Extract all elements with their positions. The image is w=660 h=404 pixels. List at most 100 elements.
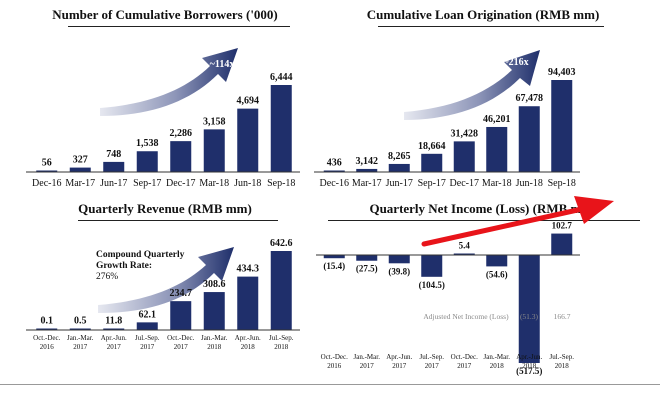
net-income-bar <box>388 255 410 264</box>
loans-bar <box>453 141 475 172</box>
revenue-value-label: 0.1 <box>41 316 54 327</box>
revenue-value-label: 642.6 <box>270 238 293 249</box>
borrowers-bar <box>136 151 158 172</box>
net-income-value-label: 5.4 <box>459 241 471 251</box>
loans-bar <box>486 126 508 172</box>
revenue-tick-year: 2017 <box>140 343 155 351</box>
borrowers-tick-label: Dec-16 <box>32 178 61 189</box>
loans-bar <box>356 168 378 172</box>
revenue-tick-year: 2017 <box>174 343 189 351</box>
revenue-title-underline <box>78 220 278 221</box>
loans-bar <box>323 170 345 172</box>
revenue-bar <box>69 328 91 330</box>
net-income-bar <box>518 255 540 363</box>
net-income-value-label: 102.7 <box>552 221 573 231</box>
loans-value-label: 31,428 <box>451 128 479 139</box>
borrowers-growth-arrow <box>100 48 238 116</box>
revenue-tick-label: Jan.-Mar. <box>67 334 94 342</box>
borrowers-tick-label: Jun-17 <box>100 178 127 189</box>
revenue-value-label: 234.7 <box>170 288 193 299</box>
borrowers-chart: ~114x 56 Dec-16 327 Mar-17 748 Jun-17 1,538 Sep-… <box>26 48 300 189</box>
borrowers-arrow-label: ~114x <box>210 59 235 70</box>
revenue-value-label: 62.1 <box>139 309 157 320</box>
revenue-bar <box>36 328 58 330</box>
loans-bar <box>421 153 443 172</box>
net-income-bar <box>551 233 573 255</box>
loans-value-label: 67,478 <box>516 93 544 104</box>
borrowers-tick-label: Mar-17 <box>65 178 95 189</box>
loans-value-label: 8,265 <box>388 151 411 162</box>
borrowers-chart-title: Number of Cumulative Borrowers ('000) <box>52 7 278 22</box>
revenue-chart-title: Quarterly Revenue (RMB mm) <box>78 201 252 216</box>
revenue-bar <box>136 322 158 330</box>
borrowers-tick-label: Jun-18 <box>234 178 261 189</box>
bottom-rule <box>0 384 660 385</box>
revenue-tick-label: Oct.-Dec. <box>33 334 60 342</box>
revenue-value-label: 0.5 <box>74 316 87 327</box>
revenue-bar <box>237 276 259 330</box>
net-income-tick-year: 2017 <box>360 362 375 370</box>
net-income-bar <box>356 255 378 261</box>
net-income-value-label: (54.6) <box>486 269 508 279</box>
borrowers-value-label: 748 <box>106 149 121 160</box>
revenue-cqgr-annotation: 276% <box>96 272 118 282</box>
net-income-tick-year: 2017 <box>425 362 440 370</box>
revenue-growth-arrow <box>98 247 234 313</box>
net-income-value-label: (39.8) <box>388 266 410 276</box>
loans-value-label: 46,201 <box>483 114 511 125</box>
revenue-bar <box>270 251 292 330</box>
net-income-bar <box>486 255 508 267</box>
loans-chart-panel: Cumulative Loan Origination (RMB mm) ~21… <box>314 0 648 195</box>
net-income-tick-year: 2018 <box>522 362 537 370</box>
net-income-tick-label: Apr.-Jun. <box>386 353 412 361</box>
loans-tick-label: Sep-18 <box>548 178 576 189</box>
borrowers-tick-label: Sep-18 <box>267 178 295 189</box>
loans-bar <box>551 80 573 172</box>
loans-tick-label: Jun-17 <box>386 178 413 189</box>
borrowers-value-label: 4,694 <box>237 96 260 107</box>
borrowers-bar <box>103 161 125 172</box>
net-income-chart-panel: Quarterly Net Income (Loss) (RMB mm) (15… <box>316 195 648 385</box>
net-income-value-label: (104.5) <box>419 280 445 290</box>
borrowers-value-label: 56 <box>42 158 52 169</box>
revenue-bar <box>103 328 125 330</box>
net-income-value-label: (517.5) <box>516 366 542 376</box>
loans-arrow-label: ~216x <box>503 57 528 68</box>
net-income-tick-label: Jul.-Sep. <box>420 353 445 361</box>
loans-tick-label: Jun-18 <box>516 178 543 189</box>
borrowers-bar <box>203 129 225 172</box>
net-income-bar <box>323 255 345 259</box>
revenue-cqgr-annotation: Compound Quarterly <box>96 250 185 260</box>
borrowers-tick-label: Sep-17 <box>133 178 161 189</box>
net-income-adjusted-value: (51.3) <box>520 312 539 321</box>
revenue-tick-year: 2016 <box>40 343 55 351</box>
revenue-tick-year: 2018 <box>274 343 289 351</box>
net-income-tick-year: 2018 <box>555 362 570 370</box>
revenue-tick-label: Apr.-Jun. <box>235 334 261 342</box>
loans-growth-arrow <box>404 50 540 120</box>
net-income-tick-year: 2017 <box>392 362 407 370</box>
net-income-value-label: (15.4) <box>323 261 345 271</box>
revenue-value-label: 434.3 <box>237 264 260 275</box>
revenue-tick-year: 2018 <box>241 343 256 351</box>
loans-tick-label: Dec-17 <box>450 178 479 189</box>
net-income-tick-label: Oct.-Dec. <box>451 353 478 361</box>
revenue-tick-year: 2017 <box>73 343 88 351</box>
revenue-tick-label: Oct.-Dec. <box>167 334 194 342</box>
borrowers-value-label: 3,158 <box>203 116 226 127</box>
revenue-tick-label: Jul.-Sep. <box>135 334 160 342</box>
borrowers-value-label: 6,444 <box>270 72 293 83</box>
borrowers-value-label: 1,538 <box>136 138 159 149</box>
revenue-tick-label: Jul.-Sep. <box>269 334 294 342</box>
net-income-value-label: (27.5) <box>356 264 378 274</box>
loans-chart-title: Cumulative Loan Origination (RMB mm) <box>366 7 600 22</box>
net-income-chart: (15.4)Oct.-Dec.2016(27.5)Jan.-Mar.2017(3… <box>316 221 580 376</box>
borrowers-tick-label: Mar-18 <box>199 178 229 189</box>
borrowers-bar <box>270 85 292 172</box>
loans-tick-label: Mar-17 <box>352 178 382 189</box>
borrowers-tick-label: Dec-17 <box>166 178 195 189</box>
loans-value-label: 18,664 <box>418 141 446 152</box>
net-income-tick-label: Apr.-Jun. <box>516 353 542 361</box>
net-income-tick-year: 2016 <box>327 362 342 370</box>
